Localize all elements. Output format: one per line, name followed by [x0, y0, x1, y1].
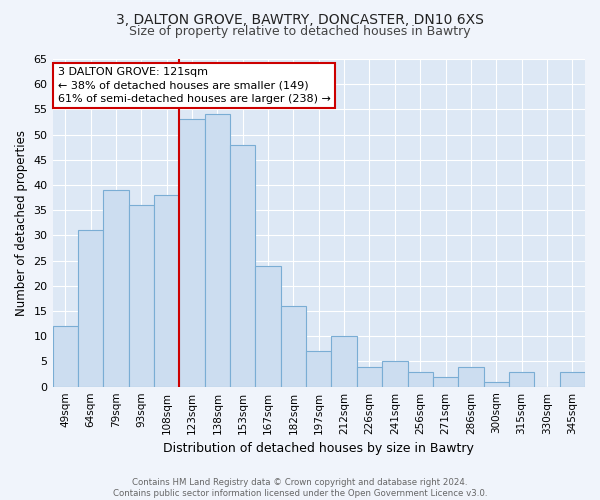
- Bar: [357, 366, 382, 386]
- Bar: [53, 326, 78, 386]
- Bar: [458, 366, 484, 386]
- Bar: [407, 372, 433, 386]
- Bar: [331, 336, 357, 386]
- Bar: [484, 382, 509, 386]
- Bar: [256, 266, 281, 386]
- Bar: [433, 376, 458, 386]
- X-axis label: Distribution of detached houses by size in Bawtry: Distribution of detached houses by size …: [163, 442, 474, 455]
- Bar: [128, 205, 154, 386]
- Bar: [179, 120, 205, 386]
- Bar: [103, 190, 128, 386]
- Y-axis label: Number of detached properties: Number of detached properties: [15, 130, 28, 316]
- Bar: [78, 230, 103, 386]
- Bar: [281, 306, 306, 386]
- Bar: [560, 372, 585, 386]
- Bar: [230, 144, 256, 386]
- Bar: [509, 372, 534, 386]
- Text: Size of property relative to detached houses in Bawtry: Size of property relative to detached ho…: [129, 25, 471, 38]
- Bar: [205, 114, 230, 386]
- Bar: [382, 362, 407, 386]
- Text: 3 DALTON GROVE: 121sqm
← 38% of detached houses are smaller (149)
61% of semi-de: 3 DALTON GROVE: 121sqm ← 38% of detached…: [58, 67, 331, 104]
- Text: 3, DALTON GROVE, BAWTRY, DONCASTER, DN10 6XS: 3, DALTON GROVE, BAWTRY, DONCASTER, DN10…: [116, 12, 484, 26]
- Bar: [154, 195, 179, 386]
- Text: Contains HM Land Registry data © Crown copyright and database right 2024.
Contai: Contains HM Land Registry data © Crown c…: [113, 478, 487, 498]
- Bar: [306, 352, 331, 386]
